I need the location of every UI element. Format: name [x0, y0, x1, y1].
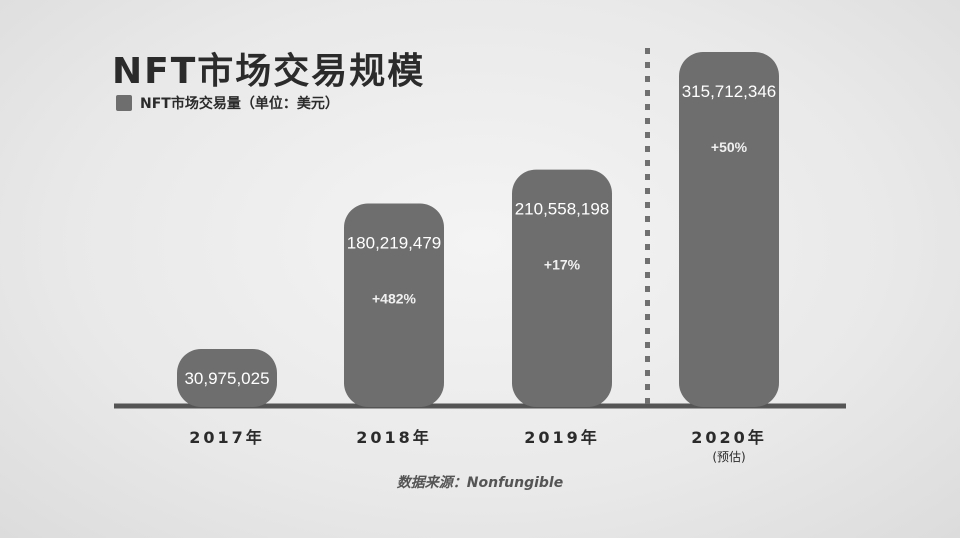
growth-label-2: +17% [544, 257, 581, 273]
value-label-0: 30,975,025 [184, 369, 269, 388]
chart-title: NFT市场交易规模 [112, 51, 426, 92]
bar-2 [512, 169, 612, 407]
growth-label-1: +482% [372, 290, 417, 306]
category-label-1: 2018年 [356, 428, 432, 447]
bar-1 [344, 203, 444, 407]
category-label-3: 2020年 [691, 428, 767, 447]
value-label-2: 210,558,198 [515, 200, 610, 219]
bar-0 [177, 349, 277, 407]
value-label-3: 315,712,346 [682, 82, 777, 101]
data-source: 数据来源：Nonfungible [396, 475, 564, 491]
category-note-3: (预估) [712, 450, 745, 464]
category-label-0: 2017年 [189, 428, 265, 447]
growth-label-3: +50% [711, 139, 748, 155]
bar-3 [679, 52, 779, 407]
legend-swatch [116, 95, 132, 111]
legend-label: NFT市场交易量（单位：美元） [140, 96, 339, 112]
category-label-2: 2019年 [524, 428, 600, 447]
value-label-1: 180,219,479 [347, 233, 442, 252]
legend: NFT市场交易量（单位：美元） [116, 93, 339, 113]
